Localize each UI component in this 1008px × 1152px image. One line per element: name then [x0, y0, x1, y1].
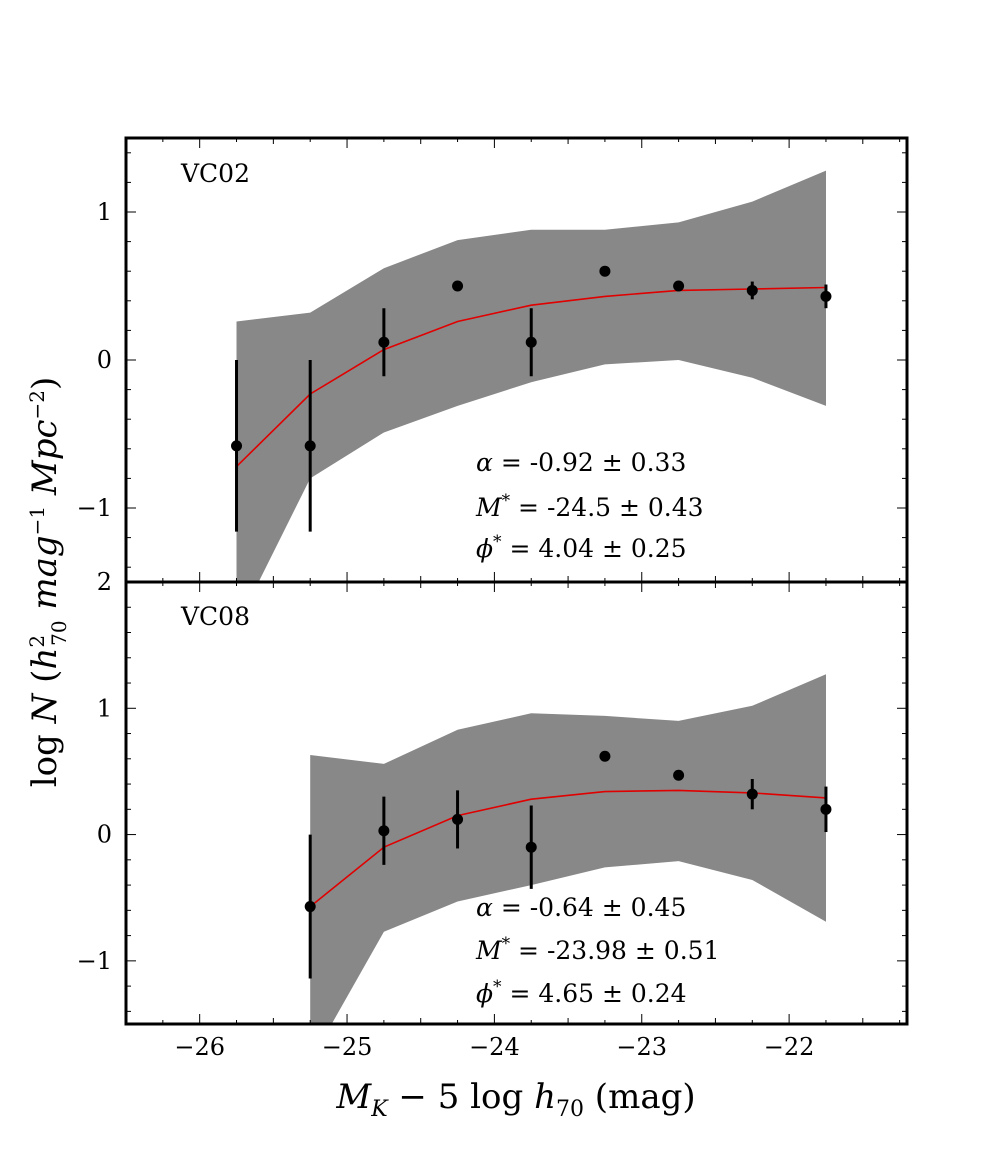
panel-vc08-y-tick-label: 0	[97, 821, 112, 849]
panel-vc08-data-point-6	[746, 788, 758, 800]
panel-vc02-data-point-4	[525, 336, 537, 348]
panel-vc08-fit-line	[309, 789, 827, 908]
panel-vc02-data-point-1	[304, 440, 316, 452]
panel-vc02-phi-annotation: ϕ* = 4.04 ± 0.25	[476, 532, 687, 563]
panel-vc08-data-point-3	[525, 841, 537, 853]
panel-vc08-title: VC08	[180, 602, 250, 631]
panel-vc08-y-tick-label: 2	[97, 568, 112, 596]
x-axis-tick-labels: −26 −25 −24 −23 −22	[174, 1033, 814, 1061]
panel-vc08-phi-annotation: ϕ* = 4.65 ± 0.24	[476, 977, 687, 1008]
panel-vc02-data-point-2	[378, 336, 390, 348]
panel-vc02-data-point-3	[452, 280, 464, 292]
panel-vc02-alpha-annotation: α = -0.92 ± 0.33	[476, 448, 686, 477]
panel-vc08-y-tick-label: −1	[77, 947, 112, 975]
panel-vc08: −1 0 1 2 VC08 α = -0.64 ± 0.45 M* = -23.98 …	[77, 568, 909, 1026]
panel-vc02-y-tick-label: 1	[97, 198, 112, 226]
panel-vc02-data-point-6	[673, 280, 685, 292]
panel-vc02-fit-line	[235, 286, 827, 468]
x-axis-title: MK − 5 log h70 (mag)	[335, 1077, 695, 1122]
panel-vc02-mstar-annotation: M* = -24.5 ± 0.43	[475, 491, 704, 522]
panel-vc08-data-point-0	[304, 901, 316, 913]
panel-vc02-data-point-0	[231, 440, 243, 452]
panel-vc02-data-point-5	[599, 265, 611, 277]
panel-vc08-mstar-annotation: M* = -23.98 ± 0.51	[475, 934, 719, 965]
panel-vc02-y-tick-label: −1	[77, 494, 112, 522]
panel-vc02: −1 0 1 VC02 α = -0.92 ± 0.33 M* = -24.5 ± …	[77, 136, 909, 584]
panel-vc08-data-point-2	[452, 813, 464, 825]
panel-vc08-data-point-7	[820, 803, 832, 815]
x-tick-label: −23	[616, 1033, 667, 1061]
x-tick-label: −26	[174, 1033, 225, 1061]
panel-vc08-data-point-5	[673, 769, 685, 781]
y-axis-title: log N (h270 mag−1 Mpc−2)	[25, 377, 71, 788]
panel-vc08-uncertainty-band	[310, 674, 826, 1024]
panel-vc08-y-tick-label: 1	[97, 694, 112, 722]
x-tick-label: −25	[322, 1033, 373, 1061]
panel-vc08-data-point-4	[599, 750, 611, 762]
x-tick-label: −24	[469, 1033, 520, 1061]
panel-vc08-data-point-1	[378, 825, 390, 837]
panel-vc08-alpha-annotation: α = -0.64 ± 0.45	[476, 893, 686, 922]
x-tick-label: −22	[764, 1033, 815, 1061]
panel-vc02-uncertainty-band	[236, 170, 826, 582]
panel-vc02-y-tick-label: 0	[97, 346, 112, 374]
panel-vc02-data-point-8	[820, 290, 832, 302]
panel-vc08-frame	[124, 580, 909, 1026]
panel-vc02-data-point-7	[746, 284, 758, 296]
panel-vc02-title: VC02	[180, 159, 250, 188]
